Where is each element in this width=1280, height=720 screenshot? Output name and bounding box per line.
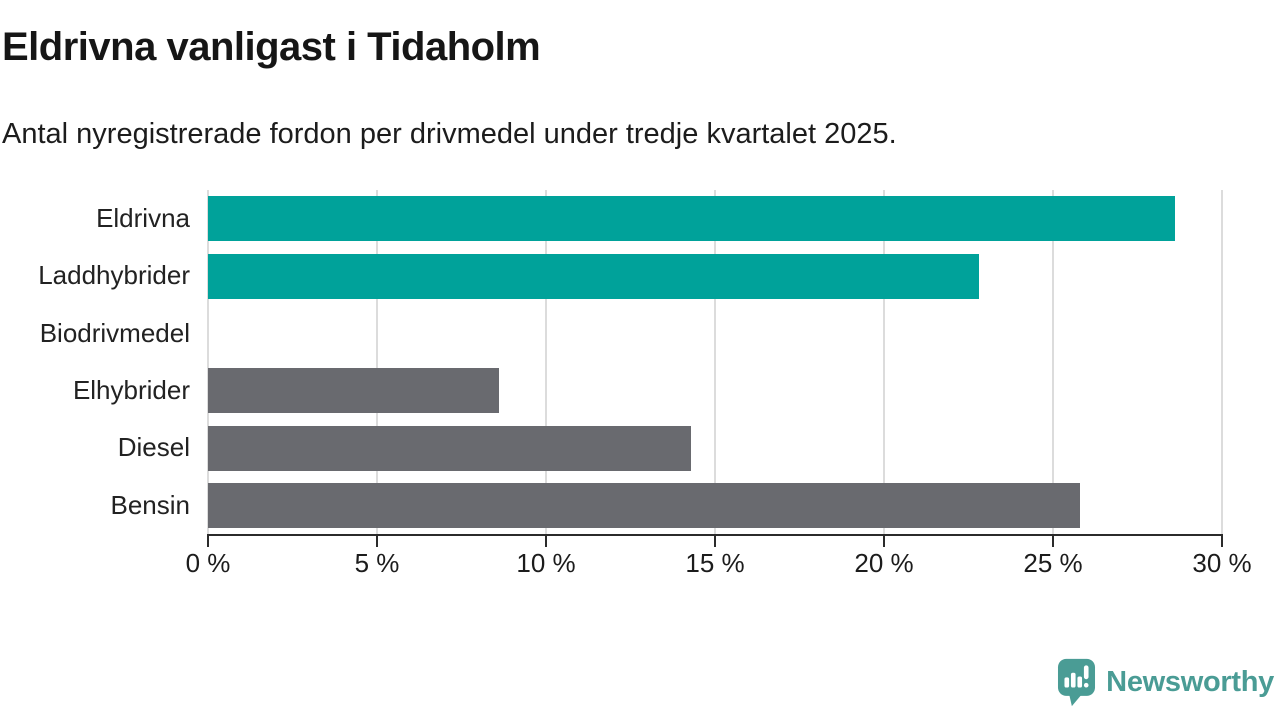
x-tick-30 <box>1221 534 1223 547</box>
gridline-15 <box>714 190 716 534</box>
newsworthy-bubble-chart-icon <box>1058 658 1096 707</box>
category-label-biodrivmedel: Biodrivmedel <box>39 317 190 348</box>
bar-eldrivna <box>208 196 1175 242</box>
gridline-30 <box>1221 190 1223 534</box>
chart-subtitle: Antal nyregistrerade fordon per drivmede… <box>2 118 897 150</box>
bar-diesel <box>208 425 692 471</box>
gridline-0 <box>207 190 209 534</box>
x-tick-label-5: 5 % <box>354 548 400 578</box>
category-label-diesel: Diesel <box>117 432 190 463</box>
gridline-25 <box>1052 190 1054 534</box>
plot-area <box>207 190 1223 534</box>
x-tick-label-0: 0 % <box>185 548 231 578</box>
newsworthy-logo[interactable]: Newsworthy <box>1056 657 1274 707</box>
chart-title: Eldrivna vanligast i Tidaholm <box>2 25 541 69</box>
category-label-bensin: Bensin <box>110 489 191 520</box>
bar-chart: Eldrivna Laddhybrider Biodrivmedel Elhybrid… <box>0 190 1280 590</box>
x-tick-label-30: 30 % <box>1192 548 1252 578</box>
gridline-10 <box>545 190 547 534</box>
x-tick-label-25: 25 % <box>1023 548 1083 578</box>
bar-bensin <box>208 482 1081 528</box>
x-tick-label-15: 15 % <box>685 548 745 578</box>
x-tick-20 <box>883 534 885 547</box>
x-tick-label-10: 10 % <box>516 548 576 578</box>
x-tick-10 <box>545 534 547 547</box>
x-tick-0 <box>207 534 209 547</box>
newsworthy-logo-text: Newsworthy <box>1106 665 1274 698</box>
category-label-elhybrider: Elhybrider <box>72 375 190 406</box>
x-tick-25 <box>1052 534 1054 547</box>
x-tick-5 <box>376 534 378 547</box>
bar-laddhybrider <box>208 253 979 299</box>
x-tick-15 <box>714 534 716 547</box>
gridline-20 <box>883 190 885 534</box>
category-label-eldrivna: Eldrivna <box>96 203 190 234</box>
y-axis-category-labels: Eldrivna Laddhybrider Biodrivmedel Elhybrid… <box>0 190 192 534</box>
bar-elhybrider <box>208 368 499 414</box>
category-label-laddhybrider: Laddhybrider <box>38 260 190 291</box>
x-tick-label-20: 20 % <box>854 548 914 578</box>
gridline-5 <box>376 190 378 534</box>
